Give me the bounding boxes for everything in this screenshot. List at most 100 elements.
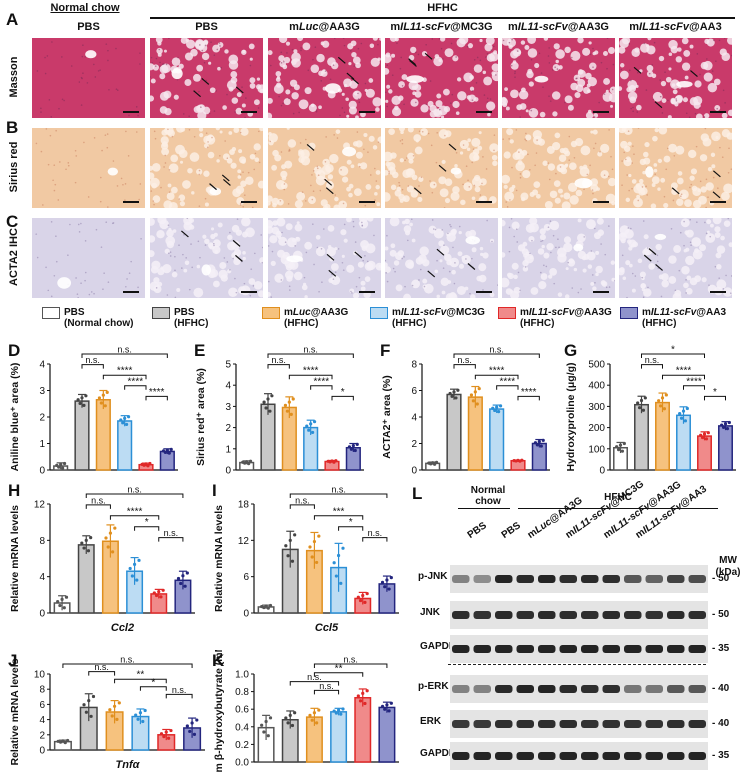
bar: [634, 403, 649, 471]
arrow-icon: [448, 143, 457, 151]
arrow-icon: [209, 183, 217, 191]
wb-band: [581, 720, 599, 728]
data-point: [286, 721, 290, 725]
bar: [467, 396, 483, 471]
data-point: [284, 716, 288, 720]
significance-bracket: n.s.: [453, 355, 476, 369]
significance-bracket: ****: [496, 376, 519, 390]
arrow-icon: [438, 164, 447, 172]
wb-band: [495, 645, 513, 653]
histology-image: [268, 218, 381, 298]
data-point: [662, 407, 667, 411]
wb-band: [624, 575, 642, 583]
histology-image: [619, 128, 732, 208]
data-point: [639, 398, 644, 403]
legend-line2: (HFHC): [520, 318, 555, 329]
significance-label: **: [335, 663, 343, 674]
arrow-icon: [306, 143, 315, 151]
data-point: [185, 724, 189, 728]
data-point: [539, 444, 543, 448]
wb-band: [624, 611, 642, 619]
wb-band: [602, 752, 620, 760]
label-italic: IL11-scFv: [517, 21, 568, 33]
y-axis-label: Hydroxyproline (μg/g): [565, 362, 577, 471]
data-point: [82, 403, 86, 408]
wb-blot-label: GAPDH: [420, 641, 457, 652]
data-point: [387, 587, 391, 591]
row-label: ACTA2 IHC: [8, 228, 20, 286]
significance-label: n.s.: [91, 495, 106, 505]
wb-band: [516, 645, 534, 653]
arrow-icon: [648, 248, 657, 256]
arrow-icon: [424, 52, 433, 60]
wb-band: [602, 685, 620, 693]
data-point: [495, 405, 499, 409]
arrow-icon: [408, 58, 417, 66]
data-point: [332, 561, 336, 565]
tissue-texture: [502, 128, 615, 208]
wb-band: [602, 611, 620, 619]
data-point: [128, 566, 132, 571]
row-label: Sirius red: [8, 141, 20, 193]
histology-image: [150, 128, 263, 208]
significance-label: n.s.: [343, 655, 358, 665]
arrow-icon: [436, 248, 445, 256]
data-point: [493, 408, 497, 413]
chart-g: G 0 100 200 300 400 500 Hydroxyproline (μg/g) * n…: [564, 341, 736, 477]
group-hfhc-line: [150, 17, 735, 19]
data-point: [383, 707, 387, 711]
y-tick-label: 0.4: [235, 722, 249, 733]
significance-label: ****: [686, 376, 702, 387]
histology-image: [32, 218, 145, 298]
wb-band: [516, 720, 534, 728]
tissue-texture: [268, 128, 381, 208]
data-point: [108, 708, 112, 712]
wb-band: [516, 752, 534, 760]
label-part: m: [642, 307, 651, 318]
wb-band: [645, 575, 663, 583]
y-tick-label: 0: [39, 466, 45, 477]
histology-image: [502, 38, 615, 118]
panel-label-i: I: [212, 481, 217, 500]
significance-label: n.s.: [368, 528, 383, 538]
data-point: [248, 459, 253, 463]
data-point: [363, 701, 367, 706]
data-point: [658, 404, 663, 408]
significance-bracket: n.s.: [289, 672, 340, 686]
significance-label: ****: [128, 376, 144, 387]
data-point: [356, 694, 360, 698]
wb-band: [473, 752, 491, 760]
row-label: Masson: [8, 56, 20, 98]
data-point: [341, 546, 345, 550]
y-tick-label: 8: [39, 685, 45, 696]
significance-label: ****: [127, 506, 143, 517]
wb-band: [667, 645, 685, 653]
y-axis-label: Aniline blue⁺ area (%): [9, 363, 21, 472]
column-header: mIL11-scFv@AA3G: [496, 21, 621, 33]
wb-band: [495, 685, 513, 693]
wb-bands: [452, 752, 706, 760]
significance-bracket: *: [338, 517, 364, 531]
wb-band: [538, 645, 556, 653]
data-point: [162, 735, 166, 739]
data-point: [66, 738, 70, 743]
label-part: @AA3G: [574, 307, 612, 318]
data-point: [80, 541, 84, 545]
y-tick-label: 18: [238, 500, 250, 511]
data-point: [59, 462, 63, 467]
wb-band: [645, 611, 663, 619]
panel-label-j: J: [8, 651, 17, 670]
column-header: PBS: [144, 21, 269, 33]
y-tick-label: 2: [39, 413, 45, 424]
significance-bracket: n.s.: [362, 528, 388, 542]
wb-band: [452, 685, 470, 693]
data-point: [339, 712, 343, 716]
wb-band: [581, 752, 599, 760]
bar: [655, 401, 670, 471]
arrow-icon: [232, 239, 241, 247]
significance-bracket: n.s.: [62, 655, 193, 668]
data-point: [317, 708, 321, 712]
data-point: [473, 390, 477, 394]
histology-image: [32, 38, 145, 118]
tissue-texture: [268, 218, 381, 298]
